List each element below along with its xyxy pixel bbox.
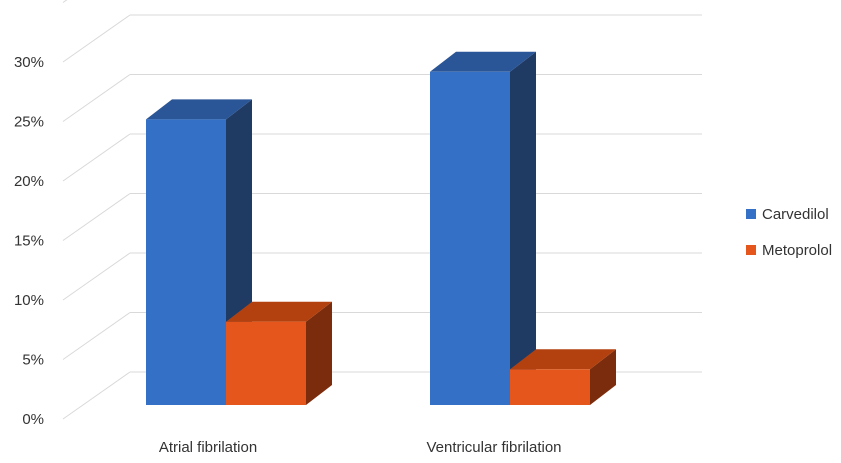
bar-carvedilol-2 [430,51,536,406]
y-tick-label: 30% [14,54,44,71]
legend-item-carvedilol: Carvedilol [746,206,829,223]
x-category-label: Ventricular fibrilation [426,439,561,456]
gridline-side [62,74,131,122]
y-tick-label: 10% [14,292,44,309]
bar-side-face [510,51,536,406]
legend: Carvedilol Metoprolol [746,206,832,259]
gridline-side [62,193,131,241]
bar-front-face [226,321,306,405]
y-tick-label: 20% [14,173,44,190]
bar-front-face [430,71,510,406]
bar-top-face [226,301,332,322]
bar-side-face [306,301,332,405]
y-tick-label: 0% [22,411,44,428]
y-tick-label: 5% [22,352,44,369]
x-axis-categories: Atrial fibrilation Ventricular fibrilatio… [159,439,562,456]
bar-front-face [146,119,226,406]
bar-side-face [590,349,616,405]
gridline-side [62,371,131,420]
legend-item-metoprolol: Metoprolol [746,242,832,259]
gridline-side [62,0,68,3]
legend-label: Metoprolol [762,242,832,259]
bar-metoprolol-2 [510,349,616,405]
gridline-side [62,14,131,63]
bar-metoprolol-1 [226,301,332,405]
legend-label: Carvedilol [762,206,829,223]
y-tick-label: 25% [14,114,44,131]
gridline-side [62,312,131,360]
y-tick-label: 15% [14,233,44,250]
x-category-label: Atrial fibrilation [159,439,257,456]
bars [146,51,616,406]
bar-top-face [510,349,616,370]
bar-top-face [146,99,252,120]
bar-front-face [510,369,590,405]
y-axis-ticks: 0% 5% 10% 15% 20% 25% 30% [14,54,44,428]
gridline-side [62,133,131,182]
legend-swatch [746,209,756,219]
gridline-side [62,252,131,301]
bar-top-face [430,51,536,72]
legend-swatch [746,245,756,255]
